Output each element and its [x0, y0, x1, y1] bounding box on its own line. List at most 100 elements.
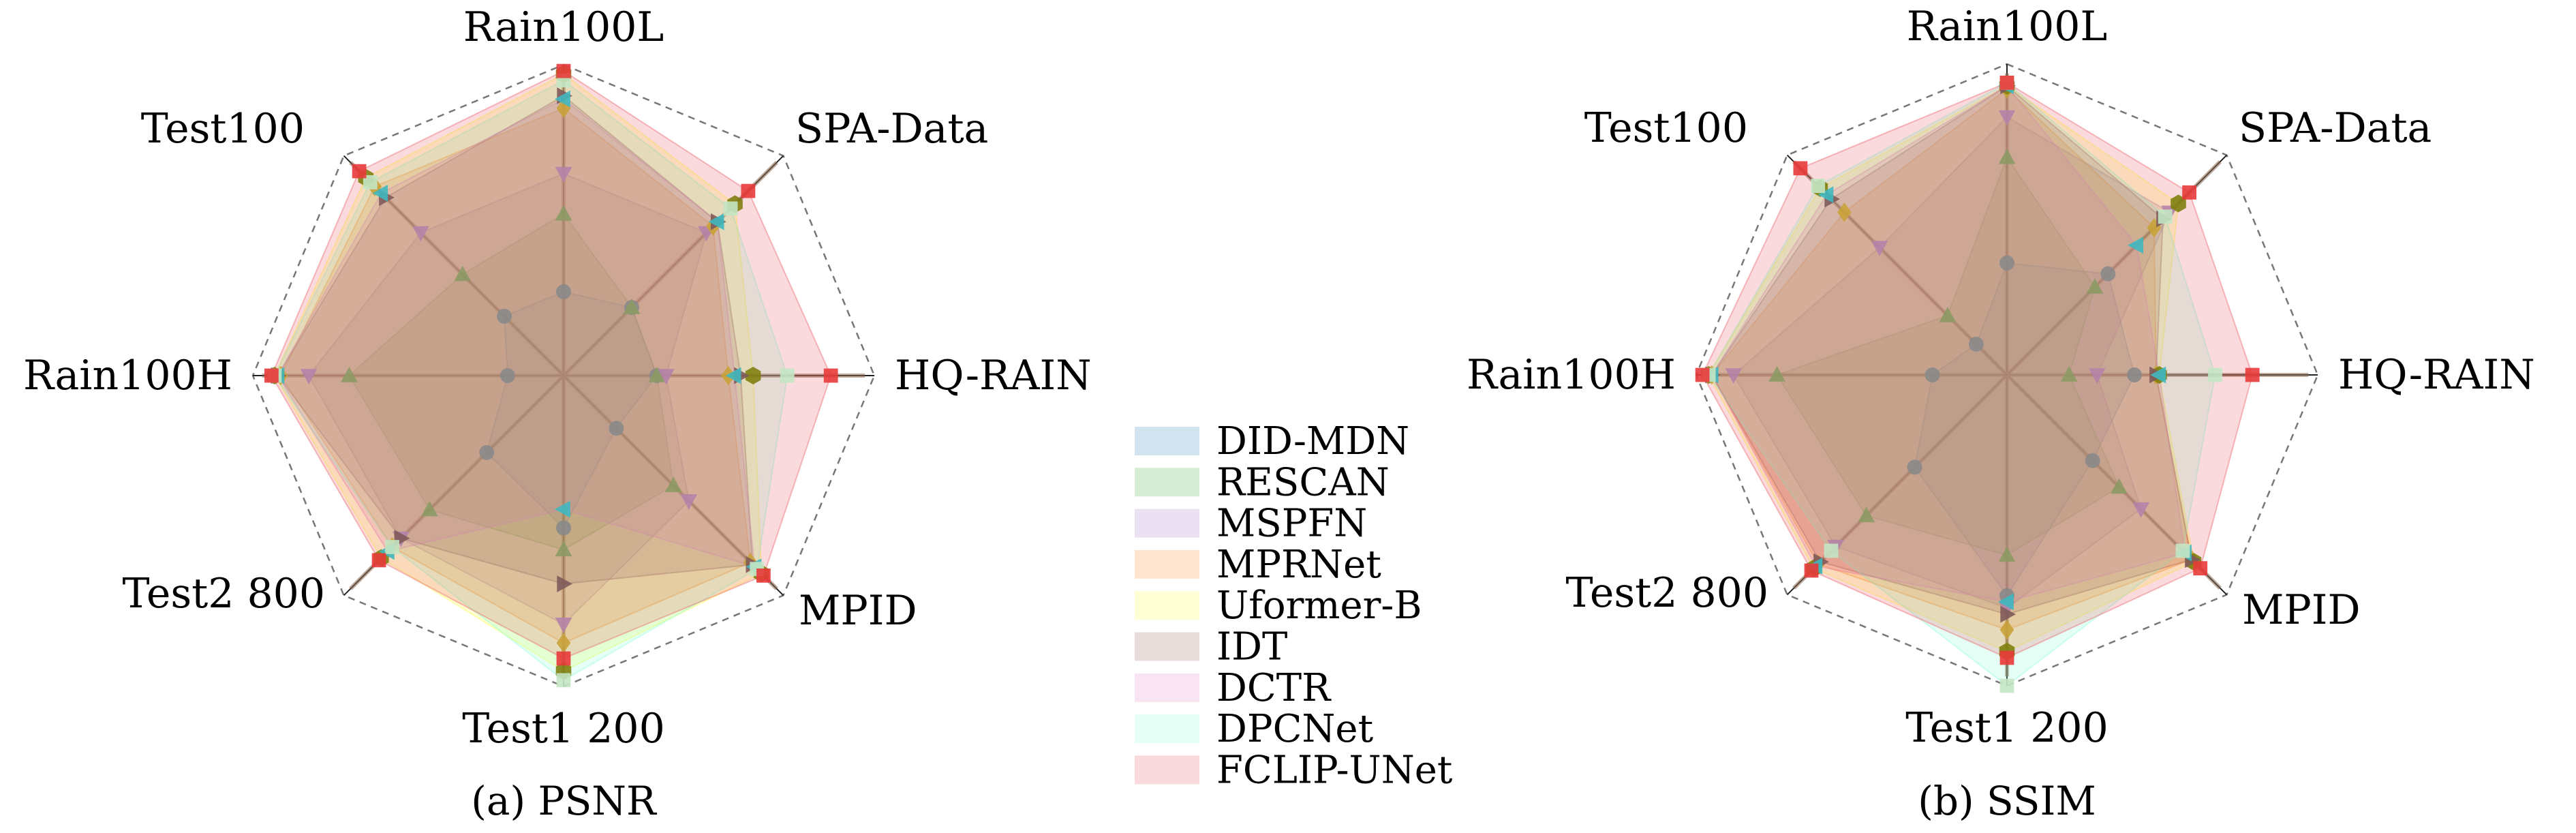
axis-label-hq-rain: HQ-RAIN — [2338, 351, 2535, 399]
psnr-radar-chart: Rain100L SPA-Data HQ-RAIN MPID Test1 200 Test… — [23, 3, 1092, 753]
axis-label-rain100h: Rain100H — [1467, 351, 1676, 399]
data-point-rescan-spa-data — [2086, 278, 2104, 294]
series-area-fclip-unet — [1701, 82, 2254, 659]
axis-label-rain100l: Rain100L — [1907, 3, 2108, 50]
data-point-did-mdn-mpid — [2085, 453, 2100, 468]
legend-swatch — [1135, 427, 1199, 455]
legend-swatch — [1135, 468, 1199, 497]
legend-swatch — [1135, 591, 1199, 620]
axis-spoke-highlight — [562, 374, 778, 590]
data-point-rescan-rain100l — [1998, 148, 2016, 164]
data-point-fclip-unet-hq-rain — [2245, 367, 2260, 382]
data-point-did-mdn-rain100h — [500, 368, 515, 383]
data-point-rescan-rain100h — [1768, 366, 1785, 382]
data-point-fclip-unet-test1-200 — [1999, 650, 2014, 665]
data-point-rescan-mpid — [2111, 478, 2128, 494]
legend-item-mspfn: MSPFN — [1135, 502, 1367, 546]
data-point-dpcnet-test2-800 — [385, 540, 399, 554]
data-point-fclip-unet-rain100h — [1695, 367, 1710, 382]
data-point-dctr-spa-data — [708, 213, 724, 230]
data-point-did-mdn-test100 — [1968, 336, 1984, 352]
data-point-did-mdn-test1-200 — [556, 520, 571, 536]
data-point-did-mdn-rain100h — [1925, 367, 1940, 382]
legend-item-idt: IDT — [1135, 625, 1287, 669]
data-point-dctr-test100 — [1818, 186, 1834, 203]
data-point-dpcnet-test2-800 — [1824, 543, 1839, 558]
data-point-rescan-hq-rain — [2060, 366, 2078, 382]
ssim-radar-chart: Rain100L SPA-Data HQ-RAIN MPID Test1 200 Test… — [1467, 3, 2535, 752]
data-point-did-mdn-test100 — [496, 308, 512, 324]
data-point-fclip-unet-spa-data — [741, 183, 756, 198]
data-point-fclip-unet-mpid — [756, 569, 771, 583]
axis-label-test100: Test100 — [1584, 104, 1748, 152]
data-point-dpcnet-mpid — [2175, 543, 2190, 558]
data-point-idt-test1-200 — [557, 575, 572, 592]
data-point-did-mdn-rain100l — [1999, 255, 2014, 271]
data-point-mprnet-rain100l — [556, 98, 571, 119]
axis-label-test100: Test100 — [141, 105, 305, 153]
data-point-did-mdn-test2-800 — [479, 444, 495, 460]
legend-swatch — [1135, 549, 1199, 579]
data-point-dpcnet-spa-data — [2158, 209, 2173, 224]
legend-item-dpcnet: DPCNet — [1135, 707, 1374, 751]
data-point-mspfn-hq-rain — [2088, 368, 2106, 384]
data-point-mspfn-test100 — [1871, 241, 1888, 256]
data-point-dpcnet-hq-rain — [2208, 367, 2222, 382]
legend-label: DCTR — [1216, 666, 1332, 710]
legend-item-uformer-b: Uformer-B — [1135, 584, 1422, 628]
data-point-mspfn-mpid — [680, 494, 698, 510]
legend-label: Uformer-B — [1216, 584, 1422, 628]
data-point-rescan-test1-200 — [555, 541, 572, 557]
legend-item-mprnet: MPRNet — [1135, 543, 1381, 587]
data-point-uformer-b-spa-data — [2171, 194, 2186, 213]
outer-grid-ring — [1695, 63, 2319, 687]
data-point-dpcnet-spa-data — [723, 201, 738, 216]
legend-label: IDT — [1216, 625, 1287, 669]
axis-label-mpid: MPID — [799, 587, 917, 635]
data-point-fclip-unet-test1-200 — [556, 651, 571, 666]
axis-label-rain100l: Rain100L — [463, 3, 664, 51]
data-point-rescan-mpid — [664, 476, 682, 492]
axis-label-spa-data: SPA-Data — [795, 105, 988, 153]
data-point-fclip-unet-test100 — [1793, 161, 1808, 176]
outer-grid-ring — [251, 63, 876, 688]
data-point-rescan-test2-800 — [421, 500, 438, 517]
axis-label-spa-data: SPA-Data — [2239, 104, 2432, 152]
legend-label: MSPFN — [1216, 502, 1367, 546]
data-point-dctr-spa-data — [2128, 237, 2143, 254]
ssim-caption: (b) SSIM — [1918, 778, 2096, 824]
legend: DID-MDNRESCANMSPFNMPRNetUformer-BIDTDCTR… — [1135, 419, 1453, 792]
legend-label: DID-MDN — [1216, 419, 1409, 464]
data-point-mspfn-rain100h — [1725, 368, 1743, 384]
data-point-mprnet-test1-200 — [1999, 620, 2014, 640]
data-point-dctr-test100 — [372, 185, 388, 202]
axis-label-test1-200: Test1 200 — [1905, 704, 2109, 752]
data-point-rescan-rain100l — [555, 205, 572, 221]
data-point-fclip-unet-rain100h — [264, 368, 279, 383]
axis-label-test2-800: Test2 800 — [122, 570, 325, 618]
axis-label-test2-800: Test2 800 — [1565, 569, 1768, 617]
data-point-fclip-unet-test2-800 — [1804, 563, 1819, 578]
data-point-idt-test1-200 — [2000, 605, 2016, 623]
axis-label-mpid: MPID — [2242, 586, 2361, 634]
data-point-fclip-unet-spa-data — [2182, 185, 2196, 200]
data-point-did-mdn-rain100l — [556, 284, 571, 299]
data-point-dpcnet-test100 — [1811, 179, 1826, 194]
legend-item-fclip-unet: FCLIP-UNet — [1135, 748, 1453, 792]
data-point-rescan-spa-data — [623, 299, 641, 314]
legend-swatch — [1135, 509, 1199, 538]
data-point-dctr-test1-200 — [1998, 593, 2014, 611]
legend-label: DPCNet — [1216, 707, 1374, 751]
data-point-rescan-test100 — [454, 265, 471, 282]
legend-item-dctr: DCTR — [1135, 666, 1332, 710]
data-point-dctr-hq-rain — [2150, 366, 2166, 384]
data-point-mspfn-test100 — [412, 226, 429, 242]
data-point-rescan-test100 — [1939, 306, 1957, 322]
data-point-rescan-rain100h — [341, 367, 358, 382]
data-point-dpcnet-test100 — [363, 175, 378, 190]
data-point-dctr-hq-rain — [725, 367, 741, 384]
data-point-mspfn-hq-rain — [658, 369, 675, 384]
data-point-mspfn-rain100l — [1998, 110, 2016, 126]
legend-label: FCLIP-UNet — [1216, 748, 1453, 792]
